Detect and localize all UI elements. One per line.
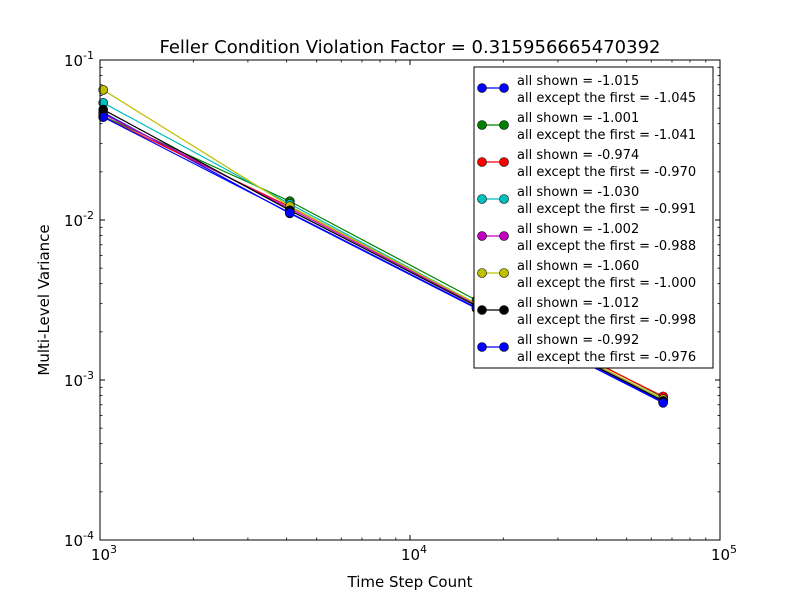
x-axis-label: Time Step Count bbox=[347, 573, 473, 591]
legend-marker bbox=[499, 194, 509, 204]
legend-label: all shown = -0.974 bbox=[517, 148, 639, 163]
legend-marker bbox=[477, 342, 487, 352]
legend-label: all except the first = -1.045 bbox=[517, 91, 696, 106]
data-point bbox=[658, 398, 668, 408]
y-tick-label: 10-4 bbox=[64, 529, 94, 550]
legend-label: all except the first = -1.000 bbox=[517, 276, 696, 291]
legend-marker bbox=[477, 83, 487, 93]
x-tick-label: 105 bbox=[711, 543, 737, 564]
legend-marker bbox=[499, 157, 509, 167]
legend-marker bbox=[499, 305, 509, 315]
data-point bbox=[98, 112, 108, 122]
x-tick-label: 104 bbox=[401, 543, 427, 564]
y-tick-label: 10-1 bbox=[64, 49, 94, 70]
legend-entry: all shown = -1.001 all except the first =… bbox=[477, 111, 696, 143]
legend-label: all shown = -1.015 bbox=[517, 74, 639, 89]
legend-marker bbox=[477, 157, 487, 167]
legend-entry: all shown = -1.002 all except the first =… bbox=[477, 222, 696, 254]
legend-marker bbox=[477, 305, 487, 315]
data-point bbox=[285, 207, 295, 218]
legend-box bbox=[473, 66, 714, 369]
legend-entry: all shown = -1.030 all except the first =… bbox=[477, 185, 696, 217]
legend-entry: all shown = -1.012 all except the first =… bbox=[477, 296, 696, 328]
legend-label: all shown = -1.012 bbox=[517, 296, 639, 311]
legend-entry: all shown = -1.015 all except the first =… bbox=[477, 74, 696, 106]
y-tick-label: 10-3 bbox=[64, 369, 94, 390]
legend-marker bbox=[477, 268, 487, 278]
legend-marker bbox=[499, 342, 509, 352]
legend-label: all except the first = -0.991 bbox=[517, 202, 696, 217]
chart-title: Feller Condition Violation Factor = 0.31… bbox=[159, 37, 660, 58]
legend-marker bbox=[499, 268, 509, 278]
legend-label: all except the first = -0.970 bbox=[517, 165, 696, 180]
legend-entry: all shown = -0.992 all except the first =… bbox=[477, 333, 696, 365]
legend-marker bbox=[477, 194, 487, 204]
legend-label: all except the first = -1.041 bbox=[517, 128, 696, 143]
y-tick-label: 10-2 bbox=[64, 209, 94, 230]
legend-marker bbox=[499, 231, 509, 241]
legend-label: all shown = -1.002 bbox=[517, 222, 639, 237]
legend-entry: all shown = -0.974 all except the first =… bbox=[477, 148, 696, 180]
y-axis-label: Multi-Level Variance bbox=[35, 224, 53, 375]
legend-label: all shown = -1.001 bbox=[517, 111, 639, 126]
legend-marker bbox=[477, 231, 487, 241]
legend-label: all shown = -0.992 bbox=[517, 333, 639, 348]
legend-label: all except the first = -0.988 bbox=[517, 239, 696, 254]
legend-marker bbox=[477, 120, 487, 130]
legend-label: all except the first = -0.998 bbox=[517, 313, 696, 328]
legend-label: all except the first = -0.976 bbox=[517, 350, 696, 365]
legend-entry: all shown = -1.060 all except the first =… bbox=[477, 259, 696, 291]
legend: all shown = -1.015 all except the first =… bbox=[473, 66, 714, 369]
legend-marker bbox=[499, 120, 509, 130]
data-point bbox=[98, 85, 108, 95]
x-tick-label: 103 bbox=[91, 543, 117, 564]
legend-label: all shown = -1.030 bbox=[517, 185, 639, 200]
legend-marker bbox=[499, 83, 509, 93]
legend-label: all shown = -1.060 bbox=[517, 259, 639, 274]
